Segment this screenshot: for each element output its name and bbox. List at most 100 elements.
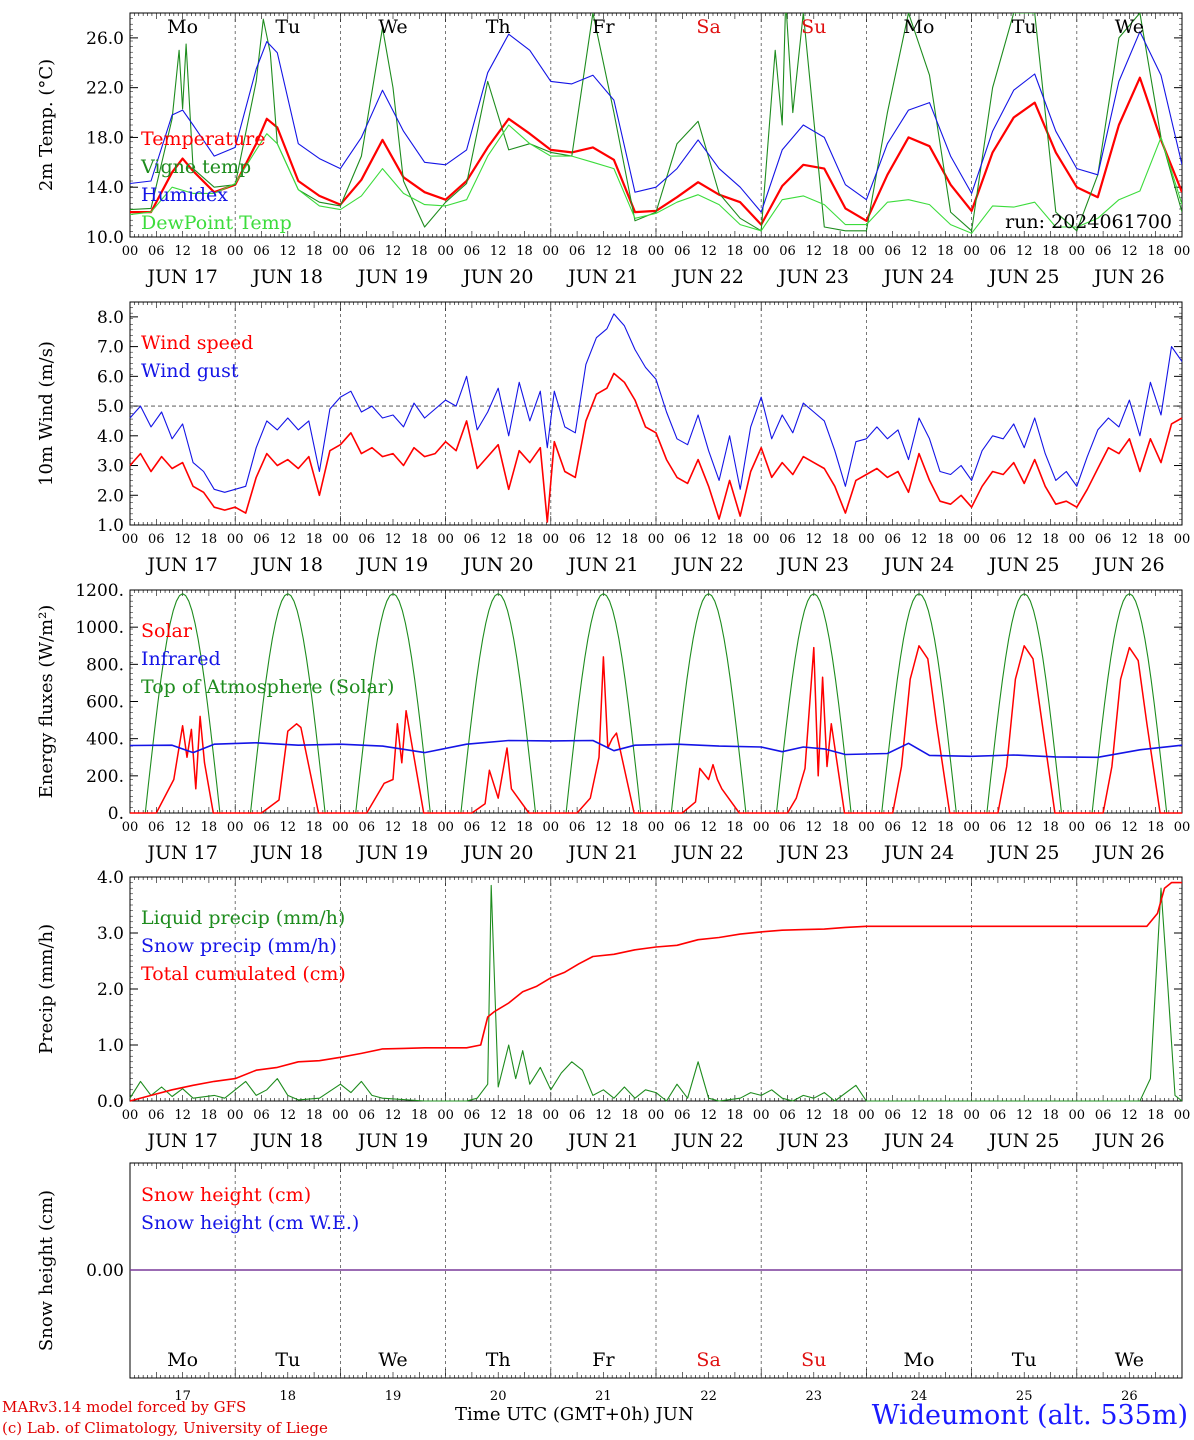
hour-tick-label: 06 bbox=[148, 1108, 165, 1123]
date-label: JUN 20 bbox=[461, 266, 533, 288]
hour-tick-label: 06 bbox=[358, 820, 375, 835]
date-label: JUN 23 bbox=[777, 266, 849, 288]
y-tick-label: 4.0 bbox=[97, 868, 124, 888]
hour-tick-label: 12 bbox=[1016, 1108, 1033, 1123]
weekday-label: We bbox=[1115, 16, 1144, 38]
panel-frame-1 bbox=[129, 12, 1183, 238]
hour-tick-label: 00 bbox=[332, 820, 349, 835]
hour-tick-label: 12 bbox=[174, 820, 191, 835]
weekday-label: Th bbox=[486, 1349, 511, 1371]
hour-tick-label: 06 bbox=[779, 532, 796, 547]
hour-tick-label: 06 bbox=[253, 1108, 270, 1123]
hour-tick-label: 12 bbox=[595, 532, 612, 547]
y-tick-label: 1000. bbox=[75, 618, 124, 638]
legend-entry: Total cumulated (cm) bbox=[141, 963, 346, 985]
date-label: JUN 18 bbox=[251, 266, 323, 288]
hour-tick-label: 00 bbox=[122, 532, 139, 547]
run-label: run: 2024061700 bbox=[1005, 211, 1172, 233]
hour-tick-label: 18 bbox=[201, 244, 218, 259]
date-label: JUN 17 bbox=[145, 1130, 217, 1152]
hour-tick-label: 06 bbox=[569, 532, 586, 547]
legend-entry: Top of Atmosphere (Solar) bbox=[141, 676, 394, 698]
hour-tick-label: 00 bbox=[963, 1108, 980, 1123]
hour-tick-label: 00 bbox=[1069, 244, 1086, 259]
hour-tick-label: 18 bbox=[937, 820, 954, 835]
date-label: JUN 18 bbox=[251, 554, 323, 576]
hour-tick-label: 12 bbox=[1016, 244, 1033, 259]
hour-tick-label: 00 bbox=[332, 1108, 349, 1123]
weekday-label: We bbox=[1115, 1349, 1144, 1371]
hour-tick-label: 18 bbox=[727, 244, 744, 259]
panel-frame-3 bbox=[129, 589, 1183, 814]
y-tick-label: 1200. bbox=[75, 581, 124, 601]
hour-tick-label: 06 bbox=[674, 532, 691, 547]
y-tick-label: 0.00 bbox=[86, 1261, 124, 1281]
legend-entry: Snow height (cm W.E.) bbox=[141, 1212, 359, 1234]
date-label: JUN 20 bbox=[461, 554, 533, 576]
y-axis-label-5: Snow height (cm) bbox=[36, 1190, 57, 1351]
hour-tick-label: 18 bbox=[727, 532, 744, 547]
y-tick-label: 5.0 bbox=[97, 397, 124, 417]
hour-tick-label: 00 bbox=[122, 820, 139, 835]
date-label: JUN 26 bbox=[1092, 554, 1164, 576]
hour-tick-label: 12 bbox=[700, 1108, 717, 1123]
hour-tick-label: 06 bbox=[358, 532, 375, 547]
hour-tick-label: 06 bbox=[674, 1108, 691, 1123]
y-tick-label: 0. bbox=[108, 804, 124, 824]
date-label: JUN 17 bbox=[145, 842, 217, 864]
day-number: 19 bbox=[385, 1389, 402, 1404]
weekday-label: Sa bbox=[696, 1349, 720, 1371]
date-label: JUN 17 bbox=[145, 266, 217, 288]
hour-tick-label: 12 bbox=[911, 1108, 928, 1123]
hour-tick-label: 00 bbox=[437, 820, 454, 835]
hour-tick-label: 18 bbox=[201, 1108, 218, 1123]
hour-tick-label: 18 bbox=[411, 1108, 428, 1123]
hour-tick-label: 06 bbox=[1095, 244, 1112, 259]
hour-tick-label: 12 bbox=[806, 1108, 823, 1123]
legend-entry: Wind speed bbox=[141, 332, 253, 354]
hour-tick-label: 18 bbox=[727, 1108, 744, 1123]
hour-tick-label: 18 bbox=[306, 820, 323, 835]
series-line-dewpoint-temp bbox=[130, 124, 1182, 234]
hour-tick-label: 18 bbox=[937, 244, 954, 259]
hour-tick-label: 18 bbox=[727, 820, 744, 835]
hour-tick-label: 00 bbox=[753, 820, 770, 835]
hour-tick-label: 06 bbox=[148, 820, 165, 835]
weekday-label: Su bbox=[801, 16, 826, 38]
hour-tick-label: 00 bbox=[963, 532, 980, 547]
day-number: 17 bbox=[174, 1389, 191, 1404]
date-label: JUN 21 bbox=[566, 1130, 638, 1152]
hour-tick-label: 06 bbox=[884, 1108, 901, 1123]
hour-tick-label: 06 bbox=[464, 1108, 481, 1123]
weekday-label: Mo bbox=[904, 1349, 935, 1371]
series-line-liquid bbox=[129, 884, 1183, 1102]
date-label: JUN 20 bbox=[461, 842, 533, 864]
hour-tick-label: 18 bbox=[1147, 820, 1164, 835]
hour-tick-label: 12 bbox=[174, 1108, 191, 1123]
legend-entry: DewPoint Temp bbox=[141, 212, 292, 234]
weekday-label: Tu bbox=[275, 16, 300, 38]
day-number: 24 bbox=[911, 1389, 928, 1404]
y-tick-label: 200. bbox=[86, 767, 124, 787]
y-tick-label: 6.0 bbox=[97, 367, 124, 387]
hour-tick-label: 06 bbox=[674, 244, 691, 259]
date-label: JUN 20 bbox=[461, 1130, 533, 1152]
hour-tick-label: 18 bbox=[621, 820, 638, 835]
y-axis-label-4: Precip (mm/h) bbox=[36, 924, 57, 1054]
legend-entry: Snow precip (mm/h) bbox=[141, 935, 337, 957]
hour-tick-label: 12 bbox=[1121, 244, 1138, 259]
hour-tick-label: 06 bbox=[464, 820, 481, 835]
legend-entry: Temperature bbox=[141, 128, 265, 150]
hour-tick-label: 00 bbox=[437, 244, 454, 259]
hour-tick-label: 00 bbox=[227, 820, 244, 835]
date-label: JUN 19 bbox=[356, 842, 428, 864]
hour-tick-label: 18 bbox=[1147, 532, 1164, 547]
date-label: JUN 24 bbox=[882, 266, 954, 288]
date-label: JUN 23 bbox=[777, 842, 849, 864]
hour-tick-label: 18 bbox=[832, 532, 849, 547]
y-tick-label: 4.0 bbox=[97, 427, 124, 447]
hour-tick-label: 00 bbox=[227, 532, 244, 547]
y-tick-label: 8.0 bbox=[97, 308, 124, 328]
x-axis-title: Time UTC (GMT+0h) JUN bbox=[455, 1404, 694, 1425]
hour-tick-label: 00 bbox=[1174, 244, 1191, 259]
